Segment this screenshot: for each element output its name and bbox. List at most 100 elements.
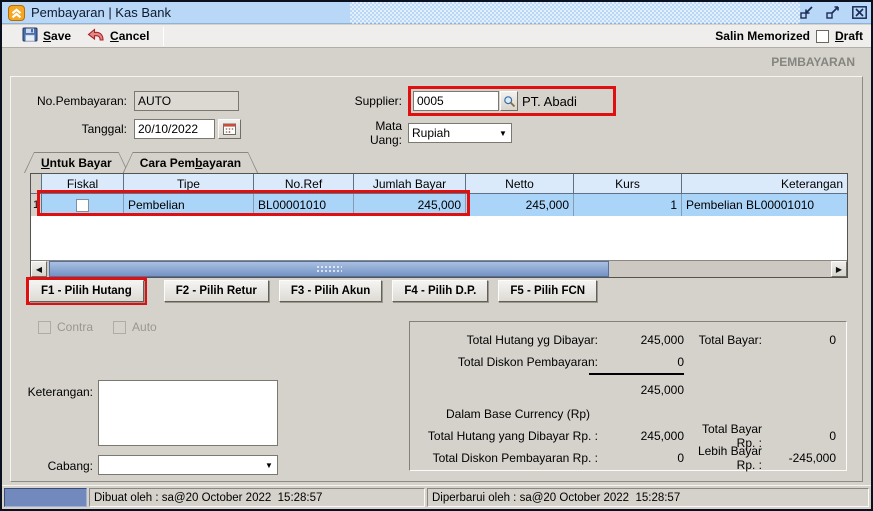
base-bayar-value: 0 [829,429,836,443]
rownum-header [31,174,42,194]
toolbar-separator [163,26,165,46]
close-icon[interactable] [851,5,867,20]
scrollbar-grip [316,265,342,273]
col-header-jumlah-bayar[interactable]: Jumlah Bayar [354,174,466,194]
subtotal-divider [589,373,684,375]
col-header-tipe[interactable]: Tipe [124,174,254,194]
col-header-kurs[interactable]: Kurs [574,174,682,194]
tab-cara-pembayaran[interactable]: Cara Pembayaran [123,152,258,173]
f4-pilih-dp-button[interactable]: F4 - Pilih D.P. [392,280,489,302]
payment-items-table: Fiskal Tipe No.Ref Jumlah Bayar Netto Ku… [30,173,848,278]
col-header-fiskal[interactable]: Fiskal [42,174,124,194]
tanggal-input[interactable]: 20/10/2022 [134,119,215,139]
col-header-netto[interactable]: Netto [466,174,574,194]
status-bar: Dibuat oleh : sa@20 October 2022 15:28:5… [2,485,871,509]
base-diskon-value: 0 [677,451,684,465]
f1-highlight-box: F1 - Pilih Hutang [26,277,147,305]
mata-uang-label: Mata Uang: [369,119,402,147]
cell-kurs[interactable]: 1 [574,194,682,216]
table-header-row: Fiskal Tipe No.Ref Jumlah Bayar Netto Ku… [31,174,847,194]
search-icon [503,95,515,107]
cell-jumlah-bayar[interactable]: 245,000 [354,194,466,216]
subtotal-value: 245,000 [640,383,684,397]
scroll-left-icon[interactable]: ◀ [31,261,47,277]
fiskal-checkbox[interactable] [76,198,89,212]
horizontal-scrollbar[interactable]: ◀ ▶ [31,260,847,277]
base-hutang-label: Total Hutang yang Dibayar Rp. : [427,429,598,443]
scrollbar-track[interactable] [609,261,831,277]
total-diskon-value: 0 [677,355,684,369]
no-pembayaran-input[interactable]: AUTO [134,91,239,111]
cell-netto[interactable]: 245,000 [466,194,574,216]
save-icon [22,27,38,45]
contra-checkbox [38,320,51,334]
col-header-keterangan[interactable]: Keterangan [682,174,847,194]
options-row: Contra Auto [38,320,157,334]
f2-pilih-retur-button[interactable]: F2 - Pilih Retur [163,280,269,302]
mata-uang-select[interactable]: Rupiah ▼ [408,123,512,143]
auto-label: Auto [132,320,157,334]
save-button[interactable]: Save [14,26,79,47]
supplier-code-input[interactable]: 0005 [413,91,499,111]
draft-label[interactable]: Draft [834,29,863,43]
cancel-button-label: Cancel [110,29,150,43]
total-bayar-label: Total Bayar: [698,333,762,347]
scroll-right-icon[interactable]: ▶ [831,261,847,277]
form-panel [10,76,863,482]
calendar-icon [223,123,236,135]
tab-untuk-bayar[interactable]: Untuk Bayar [24,152,129,173]
cabang-select[interactable]: ▼ [98,455,278,475]
cell-tipe[interactable]: Pembelian [124,194,254,216]
supplier-highlight-box: 0005 PT. Abadi [408,86,616,116]
dock-window-button[interactable] [799,5,815,20]
lebih-bayar-label: Lebih Bayar Rp. : [697,444,762,472]
f1-pilih-hutang-button[interactable]: F1 - Pilih Hutang [29,280,144,302]
toolbar: Save Cancel Salin Memorized Draft [2,25,871,48]
app-icon [8,4,25,21]
cabang-label: Cabang: [47,459,93,473]
total-bayar-value: 0 [829,333,836,347]
total-diskon-label: Total Diskon Pembayaran: [457,355,598,369]
created-by-status: Dibuat oleh : sa@20 October 2022 15:28:5… [89,488,425,507]
page-title: PEMBAYARAN [771,55,855,69]
keterangan-textarea[interactable] [98,380,278,446]
window-title: Pembayaran | Kas Bank [31,5,171,20]
calendar-button[interactable] [218,119,241,139]
base-diskon-label: Total Diskon Pembayaran Rp. : [432,451,598,465]
keterangan-label: Keterangan: [27,385,93,399]
table-row[interactable]: 1 Pembelian BL00001010 245,000 245,000 1… [31,194,847,216]
chevron-down-icon: ▼ [265,460,273,470]
updated-by-status: Diperbarui oleh : sa@20 October 2022 15:… [427,488,869,507]
row-number: 1 [31,194,42,216]
auto-checkbox [113,320,127,334]
base-currency-header: Dalam Base Currency (Rp) [446,407,591,421]
cancel-button[interactable]: Cancel [79,26,157,47]
f5-pilih-fcn-button[interactable]: F5 - Pilih FCN [498,280,598,302]
base-bayar-label: Total Bayar Rp. : [701,422,762,450]
supplier-label: Supplier: [354,94,402,108]
supplier-name-label: PT. Abadi [522,93,577,109]
no-pembayaran-label: No.Pembayaran: [36,94,127,108]
titlebar: Pembayaran | Kas Bank [2,2,871,24]
undock-window-button[interactable] [825,5,841,20]
content-area: PEMBAYARAN No.Pembayaran: AUTO Tanggal: … [2,48,871,485]
contra-label: Contra [57,320,94,334]
supplier-lookup-button[interactable] [500,91,518,111]
cancel-icon [87,27,105,45]
cell-keterangan[interactable]: Pembelian BL00001010 [686,198,815,212]
status-indicator-block [4,488,87,507]
lebih-bayar-value: -245,000 [788,451,836,465]
f3-pilih-akun-button[interactable]: F3 - Pilih Akun [278,280,383,302]
draft-checkbox[interactable] [815,29,829,43]
chevron-down-icon: ▼ [499,128,507,138]
scrollbar-thumb[interactable] [49,261,609,277]
save-button-label: Save [43,29,72,43]
totals-panel: Total Hutang yg Dibayar: 245,000 Total B… [409,321,847,472]
cell-noref[interactable]: BL00001010 [254,194,354,216]
total-hutang-label: Total Hutang yg Dibayar: [466,333,598,347]
titlebar-pattern [350,2,800,24]
tab-bar: Untuk Bayar Cara Pembayaran [24,152,252,173]
col-header-noref[interactable]: No.Ref [254,174,354,194]
salin-memorized-label[interactable]: Salin Memorized [715,29,810,43]
